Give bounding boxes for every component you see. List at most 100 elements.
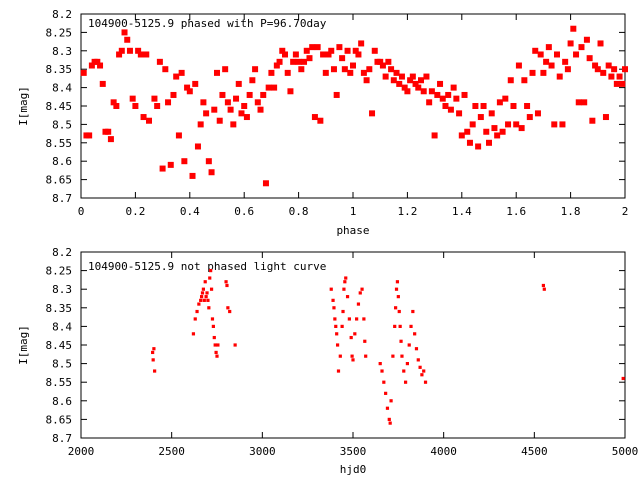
data-point	[97, 62, 104, 69]
x-tick-label: 0.8	[289, 205, 309, 218]
data-point	[224, 99, 231, 106]
data-point	[347, 69, 354, 76]
data-point	[505, 121, 512, 128]
data-point	[260, 91, 267, 98]
data-point	[356, 302, 361, 306]
data-point	[94, 58, 101, 65]
data-point	[338, 354, 342, 358]
data-point	[334, 324, 338, 328]
data-point	[393, 69, 400, 76]
data-point	[200, 291, 205, 295]
data-point	[303, 47, 310, 54]
data-point	[202, 298, 206, 302]
data-point	[208, 169, 215, 176]
data-point	[415, 84, 422, 91]
data-point	[137, 51, 144, 58]
y-tick-label: 8.45	[46, 339, 73, 352]
data-point	[193, 317, 197, 321]
data-point	[181, 158, 188, 165]
data-point	[411, 309, 415, 314]
data-point	[542, 287, 546, 291]
data-point	[322, 69, 329, 76]
plot-frame	[80, 251, 626, 439]
data-point	[140, 114, 147, 121]
data-point	[284, 69, 291, 76]
data-point	[475, 143, 482, 150]
data-point	[578, 44, 585, 51]
data-point	[379, 62, 386, 69]
data-point	[360, 69, 367, 76]
data-point	[200, 99, 207, 106]
data-point	[216, 343, 220, 347]
data-point	[143, 51, 150, 58]
x-tick-label: 3500	[340, 445, 367, 458]
data-point	[515, 62, 522, 69]
data-point	[407, 77, 414, 84]
data-point	[199, 295, 204, 299]
data-point	[491, 125, 498, 132]
x-tick-label: 2500	[158, 445, 185, 458]
data-point	[426, 99, 433, 106]
data-point	[330, 66, 337, 73]
data-point	[532, 47, 539, 54]
data-point	[335, 343, 340, 347]
data-point	[384, 391, 388, 395]
data-point	[400, 354, 404, 358]
data-point	[224, 280, 228, 284]
data-point	[341, 309, 345, 314]
data-point	[469, 121, 476, 128]
x-tick-label: 2	[622, 205, 629, 218]
data-point	[616, 73, 623, 80]
data-point	[328, 47, 335, 54]
data-point	[197, 302, 201, 306]
data-point	[371, 47, 378, 54]
data-point	[496, 99, 503, 106]
data-point	[257, 106, 264, 113]
y-tick-label: 8.7	[52, 432, 72, 445]
data-point	[151, 350, 155, 355]
data-point	[480, 103, 487, 109]
data-point	[214, 69, 220, 76]
data-point	[524, 103, 531, 109]
data-point	[175, 132, 182, 139]
data-point	[364, 354, 368, 358]
chart-title: 104900-5125.9 not phased light curve	[88, 260, 326, 273]
y-tick-label: 8.65	[46, 413, 73, 426]
data-point	[445, 91, 452, 98]
y-tick-label: 8.4	[52, 320, 72, 333]
data-point	[499, 128, 506, 135]
x-tick-label: 2000	[68, 445, 95, 458]
data-point	[162, 66, 169, 73]
data-point	[99, 80, 106, 87]
x-tick-label: 1.4	[452, 205, 472, 218]
data-point	[418, 365, 422, 369]
data-point	[622, 66, 628, 73]
data-point	[363, 339, 367, 343]
data-point	[320, 51, 327, 58]
data-point	[189, 172, 196, 179]
data-point	[600, 69, 607, 76]
data-point	[276, 58, 283, 65]
data-point	[402, 369, 406, 373]
y-tick-label: 8.25	[46, 26, 73, 39]
data-point	[333, 317, 337, 321]
data-point	[502, 95, 509, 102]
data-point	[341, 66, 348, 73]
data-point	[554, 51, 560, 58]
data-point	[420, 88, 427, 95]
data-point	[562, 58, 569, 65]
data-point	[80, 69, 87, 76]
data-point	[428, 88, 435, 95]
data-point	[586, 55, 593, 62]
data-point	[208, 276, 212, 280]
data-point	[222, 66, 229, 73]
data-point	[456, 110, 463, 117]
data-point	[442, 103, 449, 109]
x-axis-label: hjd0	[340, 463, 367, 476]
data-point	[336, 369, 341, 373]
data-point	[447, 106, 454, 113]
data-point	[353, 332, 357, 336]
data-point	[394, 306, 398, 310]
data-point	[393, 324, 397, 328]
